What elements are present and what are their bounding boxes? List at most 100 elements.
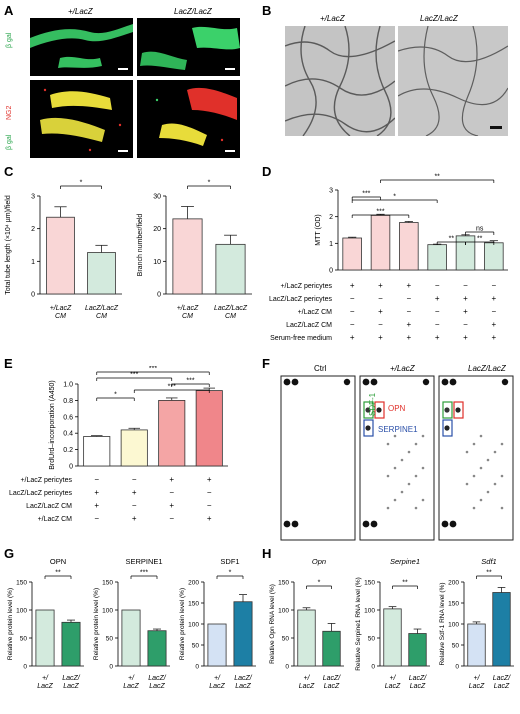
bar [121,609,141,667]
table-cell: − [350,307,355,316]
array-background-spot [421,466,425,470]
y-tick-label: 0.6 [63,414,73,421]
y-tick-label: 1 [329,241,333,248]
array-reference-spot [441,520,449,528]
x-tick-label: LacZ [410,683,426,690]
x-tick-label: LacZ/LacZ [85,305,119,312]
y-tick-label: 0.2 [63,447,73,454]
x-tick-label: LacZ [469,683,485,690]
y-tick-label: 150 [16,580,27,587]
x-tick-label: LacZ/ [234,675,253,682]
micrograph-a4 [137,80,240,158]
x-tick-label: LacZ/ [323,675,342,682]
x-tick-label: +/ [214,675,221,682]
x-tick-label: LacZ [494,683,510,690]
y-tick-label: 100 [188,622,199,629]
y-tick-label: 3 [329,188,333,195]
array-reference-spot [343,378,351,386]
y-tick-label: 150 [278,580,289,587]
bar [46,216,75,295]
x-tick-label: +/ [389,675,396,682]
table-cell: + [207,475,212,484]
bar [492,592,511,667]
bar [120,429,148,467]
array-background-spot [414,506,418,510]
array-background-spot [400,458,404,462]
array-background-spot [479,466,483,470]
bar [83,436,111,467]
array-background-spot [386,442,390,446]
array-spot-opn [376,407,382,413]
array-background-spot [500,474,504,478]
panel-a-col1-label: +/LacZ [68,7,93,16]
panel-label-d: D [262,164,272,179]
bar [172,218,203,295]
array-background-spot [386,506,390,510]
table-cell: − [169,488,174,497]
array-background-spot [407,482,411,486]
significance-label: ** [486,570,492,577]
table-cell: + [491,294,496,303]
array-reference-spot [362,520,370,528]
table-cell: + [132,488,137,497]
bar [427,244,447,271]
x-tick-label: +/ [303,675,310,682]
brightfield-b1 [285,26,395,136]
y-tick-label: 0.4 [63,431,73,438]
table-cell: + [406,320,411,329]
chart-title: Serpine1 [390,558,420,566]
table-cell: + [378,333,383,342]
array-reference-spot [283,378,291,386]
array-reference-spot [283,520,291,528]
chart-title: OPN [50,558,66,566]
table-cell: − [406,307,411,316]
y-axis-label: MTT (OD) [315,214,322,245]
panel-a-stain-row2a: β gal [6,134,13,150]
y-tick-label: 50 [192,643,200,650]
y-tick-label: 200 [448,580,459,587]
protein-array-panel [280,375,514,541]
array-background-spot [486,458,490,462]
brightfield-b2 [398,26,508,136]
y-tick-label: 2 [329,214,333,221]
bar [158,400,186,467]
array-background-spot [393,466,397,470]
significance-label: ** [477,236,483,243]
x-tick-label: LacZ [123,683,139,690]
bar [147,630,167,667]
significance-label: * [80,180,83,187]
y-axis-label: BrdUrd–incorporation (A450) [49,380,56,470]
array-reference-spot [449,520,457,528]
panel-label-a: A [4,3,14,18]
array-reference-spot [449,378,457,386]
array-background-spot [400,490,404,494]
x-tick-label: LacZ/ [148,675,167,682]
panel-a-col2-label: LacZ/LacZ [174,7,212,16]
chart-e-brdurd: 0 0.2 0.4 0.6 0.8 1.0 BrdUrd–incorporation (A4… [9,366,228,523]
table-cell: + [350,281,355,290]
array-background-spot [472,442,476,446]
x-tick-label: LacZ [235,683,251,690]
y-tick-label: 0 [195,664,199,671]
x-tick-label: CM [225,313,236,320]
table-cell: + [207,514,212,523]
bar [370,214,391,271]
bar [399,222,419,271]
array-reference-spot [441,378,449,386]
table-cell: − [463,281,468,290]
array-label-opn: OPN [388,404,406,413]
micrograph-a2 [137,18,240,76]
y-axis-label: Relative protein level (%) [93,588,100,660]
array-spot-opn [455,407,461,413]
array-spot-sdf1 [365,407,371,413]
chart-title: SDF1 [220,558,239,566]
bar [297,609,316,667]
array-spot-serpine1 [444,425,450,431]
array-background-spot [479,434,483,438]
x-tick-label: LacZ/LacZ [214,305,248,312]
array-background-spot [414,474,418,478]
array-background-spot [393,434,397,438]
y-tick-label: 150 [364,580,375,587]
